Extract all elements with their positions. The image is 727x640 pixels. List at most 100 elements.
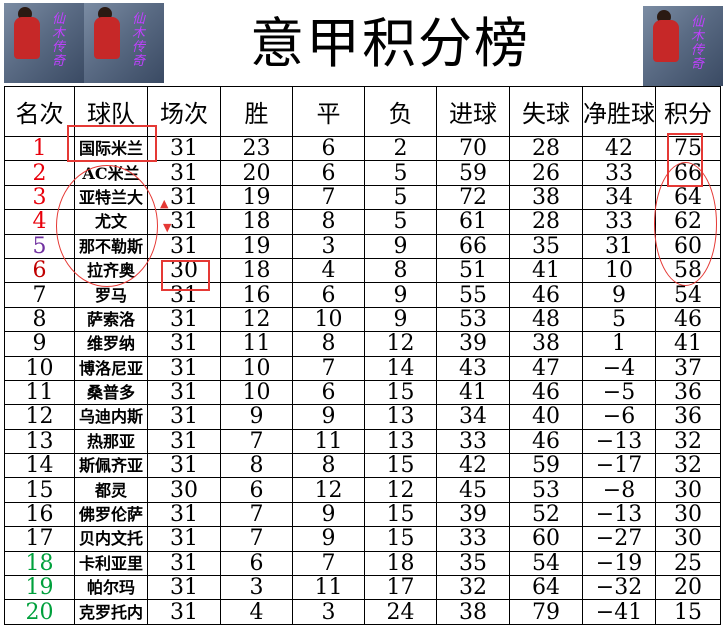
- goals-for-cell: 33: [436, 526, 510, 552]
- team-cell: 博洛尼亚: [74, 355, 148, 381]
- goal-diff-cell: 33: [582, 209, 656, 235]
- rank-cell: 17: [4, 526, 75, 552]
- rank-cell: 3: [4, 184, 75, 211]
- goal-diff-cell: 5: [582, 306, 656, 333]
- column-header: 积分: [655, 86, 721, 137]
- table-row: 12 乌迪内斯 31 9 9 13 34 40 −6 36: [4, 404, 721, 430]
- page-title: 意甲积分榜: [250, 12, 530, 75]
- points-cell: 20: [655, 575, 721, 601]
- draws-cell: 6: [292, 282, 365, 308]
- team-cell: 乌迪内斯: [74, 404, 148, 430]
- goal-diff-cell: −6: [582, 404, 656, 430]
- team-cell: 桑普多: [74, 379, 148, 406]
- column-header: 胜: [220, 86, 293, 137]
- losses-cell: 9: [364, 233, 437, 259]
- wins-cell: 8: [220, 453, 293, 479]
- played-cell: 31: [147, 160, 221, 186]
- played-cell: 31: [147, 355, 221, 381]
- goal-diff-cell: −27: [582, 526, 656, 552]
- wins-cell: 7: [220, 501, 293, 528]
- rank-cell: 10: [4, 355, 75, 381]
- team-cell: 国际米兰: [74, 135, 148, 162]
- team-cell: 贝内文托: [74, 526, 148, 552]
- goal-diff-cell: −19: [582, 550, 656, 577]
- goals-against-cell: 40: [509, 404, 583, 430]
- goal-diff-cell: 34: [582, 184, 656, 211]
- table-row: 14 斯佩齐亚 31 8 8 15 42 59 −17 32: [4, 453, 721, 479]
- goals-against-cell: 79: [509, 599, 583, 625]
- table-row: 1 国际米兰 31 23 6 2 70 28 42 75: [4, 135, 721, 162]
- played-cell: 31: [147, 379, 221, 406]
- column-header: 净胜球: [582, 86, 656, 137]
- played-cell: 30: [147, 477, 221, 503]
- losses-cell: 13: [364, 404, 437, 430]
- points-cell: 66: [655, 160, 721, 186]
- goals-for-cell: 43: [436, 355, 510, 381]
- draws-cell: 12: [292, 477, 365, 503]
- played-cell: 31: [147, 428, 221, 455]
- team-cell: 热那亚: [74, 428, 148, 455]
- goal-diff-cell: −41: [582, 599, 656, 625]
- goals-against-cell: 38: [509, 331, 583, 357]
- goal-diff-cell: −32: [582, 575, 656, 601]
- arrow-up-icon: ▲: [160, 197, 169, 210]
- rank-cell: 6: [4, 257, 75, 284]
- points-cell: 36: [655, 379, 721, 406]
- losses-cell: 18: [364, 550, 437, 577]
- draws-cell: 8: [292, 209, 365, 235]
- goals-for-cell: 53: [436, 306, 510, 333]
- goals-against-cell: 47: [509, 355, 583, 381]
- goal-diff-cell: 33: [582, 160, 656, 186]
- points-cell: 54: [655, 282, 721, 308]
- wins-cell: 18: [220, 209, 293, 235]
- goals-against-cell: 26: [509, 160, 583, 186]
- rank-cell: 20: [4, 599, 75, 625]
- goal-diff-cell: −17: [582, 453, 656, 479]
- draws-cell: 7: [292, 355, 365, 381]
- points-cell: 30: [655, 501, 721, 528]
- team-cell: 斯佩齐亚: [74, 453, 148, 479]
- team-cell: 佛罗伦萨: [74, 501, 148, 528]
- player-image: 仙木传奇: [643, 6, 723, 86]
- goal-diff-cell: −13: [582, 501, 656, 528]
- wins-cell: 16: [220, 282, 293, 308]
- rank-cell: 16: [4, 501, 75, 528]
- draws-cell: 3: [292, 233, 365, 259]
- rank-cell: 12: [4, 404, 75, 430]
- draws-cell: 8: [292, 453, 365, 479]
- table-row: 6 拉齐奥 30 18 4 8 51 41 10 58: [4, 257, 721, 284]
- goal-diff-cell: 31: [582, 233, 656, 259]
- goal-diff-cell: −13: [582, 428, 656, 455]
- goals-against-cell: 38: [509, 184, 583, 211]
- draws-cell: 3: [292, 599, 365, 625]
- goals-against-cell: 28: [509, 209, 583, 235]
- goals-against-cell: 46: [509, 428, 583, 455]
- points-cell: 32: [655, 428, 721, 455]
- points-cell: 25: [655, 550, 721, 577]
- team-cell: 维罗纳: [74, 331, 148, 357]
- losses-cell: 9: [364, 282, 437, 308]
- wins-cell: 11: [220, 331, 293, 357]
- rank-cell: 14: [4, 453, 75, 479]
- team-cell: 克罗托内: [74, 599, 148, 625]
- goals-against-cell: 41: [509, 257, 583, 284]
- draws-cell: 4: [292, 257, 365, 284]
- team-cell: 尤文: [74, 209, 148, 235]
- column-header: 进球: [436, 86, 510, 137]
- wins-cell: 18: [220, 257, 293, 284]
- logo-text: 仙木传奇: [52, 12, 66, 69]
- points-cell: 41: [655, 331, 721, 357]
- table-row: 15 都灵 30 6 12 12 45 53 −8 30: [4, 477, 721, 503]
- team-cell: 拉齐奥: [74, 257, 148, 284]
- rank-cell: 13: [4, 428, 75, 455]
- logo-text: 仙木传奇: [132, 12, 146, 69]
- player-image: 仙木传奇: [84, 3, 164, 83]
- column-header: 名次: [4, 86, 75, 137]
- table-row: 19 帕尔玛 31 3 11 17 32 64 −32 20: [4, 575, 721, 601]
- played-cell: 31: [147, 233, 221, 259]
- losses-cell: 5: [364, 184, 437, 211]
- title-area: 仙木传奇 仙木传奇 意甲积分榜 仙木传奇: [0, 0, 727, 86]
- draws-cell: 9: [292, 526, 365, 552]
- losses-cell: 15: [364, 379, 437, 406]
- played-cell: 31: [147, 550, 221, 577]
